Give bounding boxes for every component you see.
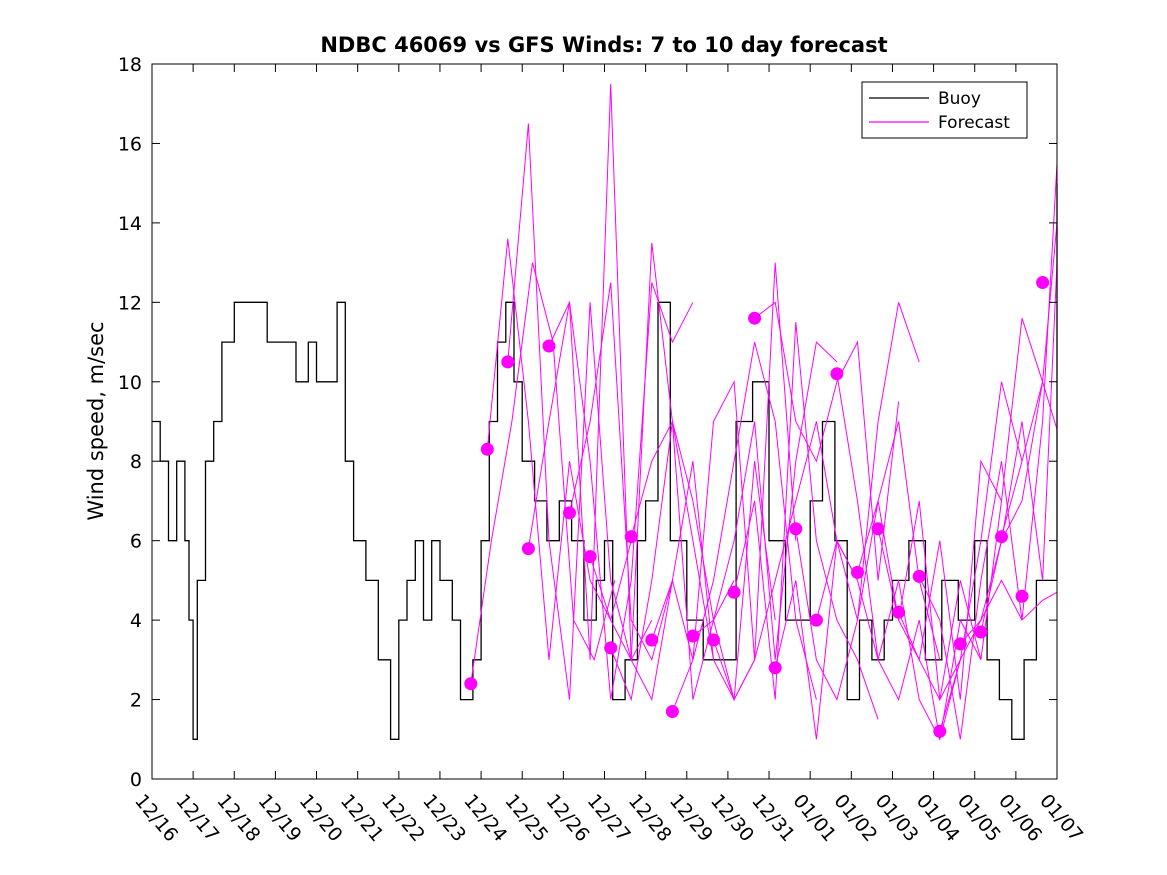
forecast-run-27: [1001, 379, 1058, 537]
forecast-run-18: [815, 539, 961, 740]
y-tick-label: 16: [118, 133, 142, 155]
forecast-marker: [830, 367, 844, 381]
forecast-marker: [464, 677, 478, 691]
forecast-marker: [871, 522, 885, 536]
forecast-marker: [933, 724, 947, 738]
forecast-marker: [707, 633, 720, 647]
y-tick-label: 12: [118, 292, 142, 314]
forecast-run-3: [507, 123, 653, 700]
forecast-marker: [995, 530, 1008, 544]
legend-label-buoy: Buoy: [938, 89, 981, 109]
forecast-marker: [645, 633, 659, 647]
forecast-marker: [953, 637, 967, 651]
forecast-marker: [768, 661, 782, 675]
forecast-marker: [604, 641, 618, 655]
forecast-marker: [851, 565, 864, 579]
forecast-run-22: [898, 318, 1044, 702]
buoy-line: [152, 183, 1058, 740]
forecast-run-17: [795, 421, 941, 701]
forecast-marker: [892, 605, 906, 619]
forecast-marker: [974, 625, 988, 639]
forecast-markers: [464, 276, 1050, 738]
forecast-run-23: [918, 163, 1058, 740]
forecast-run-16: [774, 302, 920, 740]
forecast-run-25: [959, 222, 1058, 645]
y-tick-label: 18: [118, 54, 142, 76]
chart-title: NDBC 46069 vs GFS Winds: 7 to 10 day for…: [320, 33, 887, 57]
forecast-run-7: [589, 242, 735, 700]
forecast-run-15: [754, 301, 900, 581]
forecast-marker: [542, 339, 556, 353]
forecast-marker: [789, 522, 803, 536]
forecast-marker: [480, 442, 494, 456]
forecast-run-14: [733, 322, 879, 720]
forecast-run-10: [651, 262, 797, 660]
forecast-run-9: [630, 419, 776, 702]
forecast-marker: [501, 355, 515, 369]
buoy-series: [152, 183, 1058, 740]
forecast-marker: [665, 705, 679, 718]
forecast-run-11: [671, 341, 817, 712]
forecast-marker: [1036, 276, 1050, 289]
y-tick-label: 14: [118, 213, 142, 235]
forecast-marker: [624, 530, 638, 544]
y-tick-label: 4: [130, 610, 142, 632]
plot-background: [152, 64, 1057, 779]
y-tick-label: 2: [130, 690, 142, 712]
forecast-run-24: [939, 579, 1058, 732]
forecast-marker: [583, 550, 597, 564]
plot-area: [152, 64, 1057, 779]
forecast-marker: [912, 569, 926, 583]
forecast-run-13: [713, 421, 858, 701]
y-tick-label: 8: [130, 451, 142, 473]
forecast-marker: [686, 629, 700, 643]
y-tick-label: 0: [130, 769, 142, 791]
forecast-marker: [521, 542, 535, 556]
forecast-run-12: [692, 341, 838, 660]
y-axis-label: Wind speed, m/sec: [84, 321, 108, 520]
forecast-run-4: [527, 83, 673, 702]
forecast-run-26: [980, 262, 1058, 633]
forecast-run-8: [610, 421, 756, 702]
legend-box: [861, 81, 1028, 139]
legend-label-forecast: Forecast: [938, 113, 1010, 133]
legend: Buoy Forecast: [861, 81, 1028, 139]
forecast-marker: [748, 311, 762, 325]
y-tick-label: 10: [118, 372, 142, 394]
forecast-run-2: [486, 238, 632, 660]
forecast-marker: [727, 585, 741, 599]
y-tick-label: 6: [130, 531, 142, 553]
forecast-marker: [809, 613, 823, 627]
forecast-marker: [1015, 589, 1029, 603]
forecast-marker: [563, 506, 576, 520]
